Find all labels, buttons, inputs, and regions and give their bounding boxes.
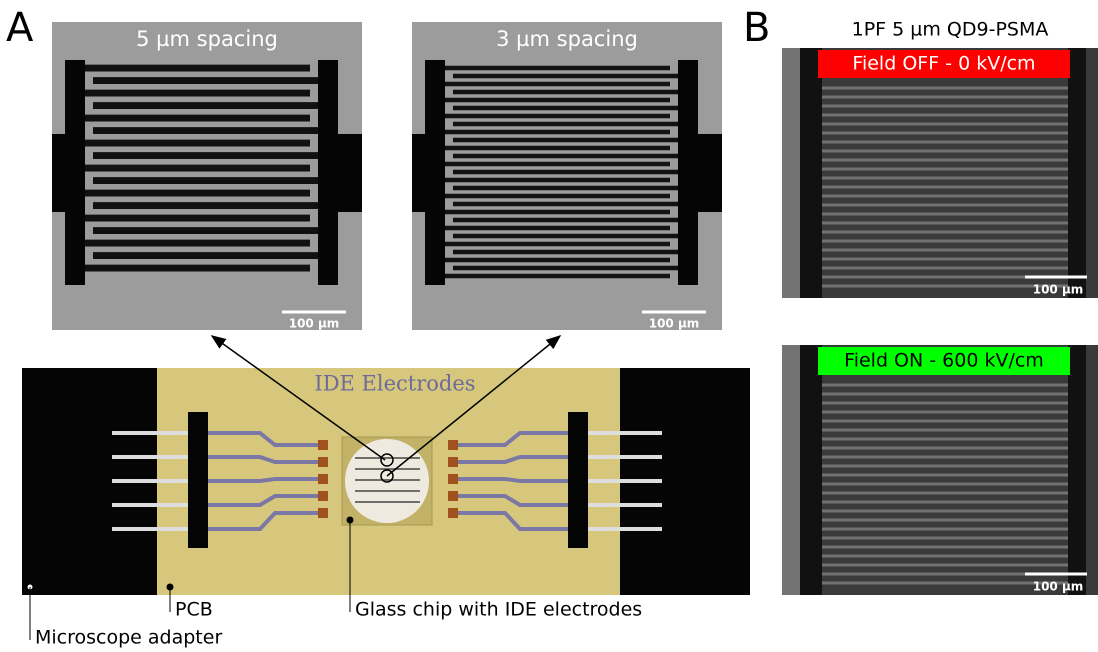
contact	[318, 508, 328, 518]
micrograph-title: 5 µm spacing	[136, 27, 278, 51]
electrode-bus	[1068, 48, 1086, 298]
trace	[208, 477, 320, 483]
scale-bar-label: 100 µm	[1033, 580, 1084, 594]
connector	[568, 412, 588, 548]
contact	[448, 440, 458, 450]
panel-label: A	[6, 5, 34, 51]
electrode-bus	[1068, 345, 1086, 595]
callout-label: PCB	[175, 599, 213, 621]
electrode-bus	[800, 48, 822, 298]
contact	[448, 508, 458, 518]
trace	[455, 477, 568, 483]
trace	[455, 455, 568, 464]
electrode-bus	[800, 345, 822, 595]
arrow	[210, 335, 386, 461]
glow	[782, 345, 800, 595]
condition-label: Field ON - 600 kV/cm	[844, 350, 1044, 372]
callout-label: Microscope adapter	[35, 627, 222, 649]
electrode-bus	[318, 60, 338, 285]
contact	[448, 491, 458, 501]
trace	[455, 431, 568, 447]
trace	[208, 494, 320, 507]
micrograph	[52, 22, 362, 330]
callout-label: Glass chip with IDE electrodes	[355, 599, 642, 621]
pad	[52, 134, 66, 212]
panel-label: B	[743, 5, 770, 51]
trace	[208, 455, 320, 464]
micrograph-title: 3 µm spacing	[496, 27, 638, 51]
electrode-bus	[65, 60, 85, 285]
condition-box	[818, 50, 1070, 78]
trace	[208, 431, 320, 447]
panel-title: 1PF 5 µm QD9-PSMA	[852, 19, 1049, 41]
fluorescence-image	[782, 48, 1098, 298]
device-title: IDE Electrodes	[314, 372, 475, 396]
contact	[318, 457, 328, 467]
trace	[455, 511, 568, 531]
scale-bar-label: 100 µm	[1033, 283, 1084, 297]
trace	[208, 511, 320, 531]
condition-box	[818, 347, 1070, 375]
trace	[455, 494, 568, 507]
electrode-bus	[425, 60, 445, 285]
glow	[782, 48, 800, 298]
ide	[380, 469, 394, 483]
scale-bar-label: 100 µm	[649, 317, 700, 331]
scale-bar-label: 100 µm	[289, 317, 340, 331]
arrow	[386, 335, 562, 477]
contact	[448, 457, 458, 467]
pad	[412, 134, 426, 212]
contact	[318, 491, 328, 501]
condition-label: Field OFF - 0 kV/cm	[852, 53, 1035, 75]
ide	[380, 453, 394, 467]
fluorescence-image	[782, 345, 1098, 595]
contact	[318, 474, 328, 484]
electrode-bus	[678, 60, 698, 285]
micrograph	[412, 22, 722, 330]
pad	[698, 134, 722, 212]
pad	[338, 134, 362, 212]
contact	[318, 440, 328, 450]
connector	[188, 412, 208, 548]
contact	[448, 474, 458, 484]
